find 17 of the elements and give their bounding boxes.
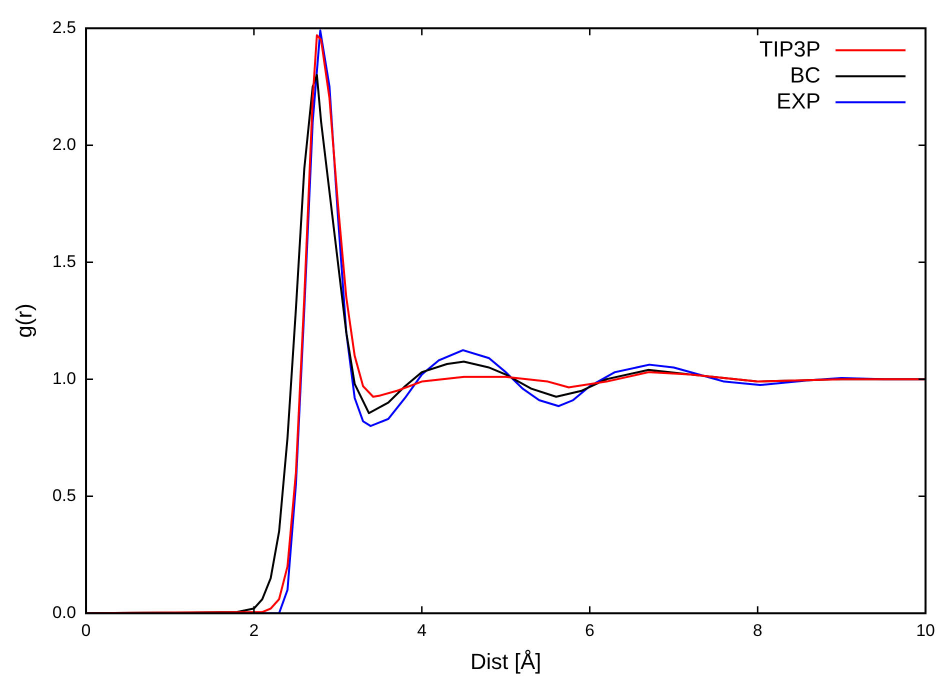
y-tick-label: 1.0 — [52, 368, 76, 388]
y-axis-title: g(r) — [11, 304, 36, 338]
y-tick-label: 0.0 — [52, 602, 76, 622]
legend-label: TIP3P — [759, 36, 821, 62]
y-tick-label: 2.0 — [52, 134, 76, 154]
x-tick-label: 8 — [752, 621, 762, 640]
x-tick-label: 4 — [417, 621, 427, 640]
x-tick-label: 2 — [249, 621, 259, 640]
y-tick-label: 0.5 — [52, 486, 76, 505]
legend-label: EXP — [776, 88, 821, 114]
x-tick-label: 0 — [81, 621, 91, 640]
x-axis-title: Dist [Å] — [470, 648, 542, 674]
legend-label: BC — [790, 62, 821, 88]
x-tick-label: 6 — [585, 621, 594, 640]
x-tick-label: 10 — [916, 621, 936, 640]
y-tick-label: 2.5 — [52, 18, 76, 37]
y-tick-label: 1.5 — [52, 252, 76, 271]
